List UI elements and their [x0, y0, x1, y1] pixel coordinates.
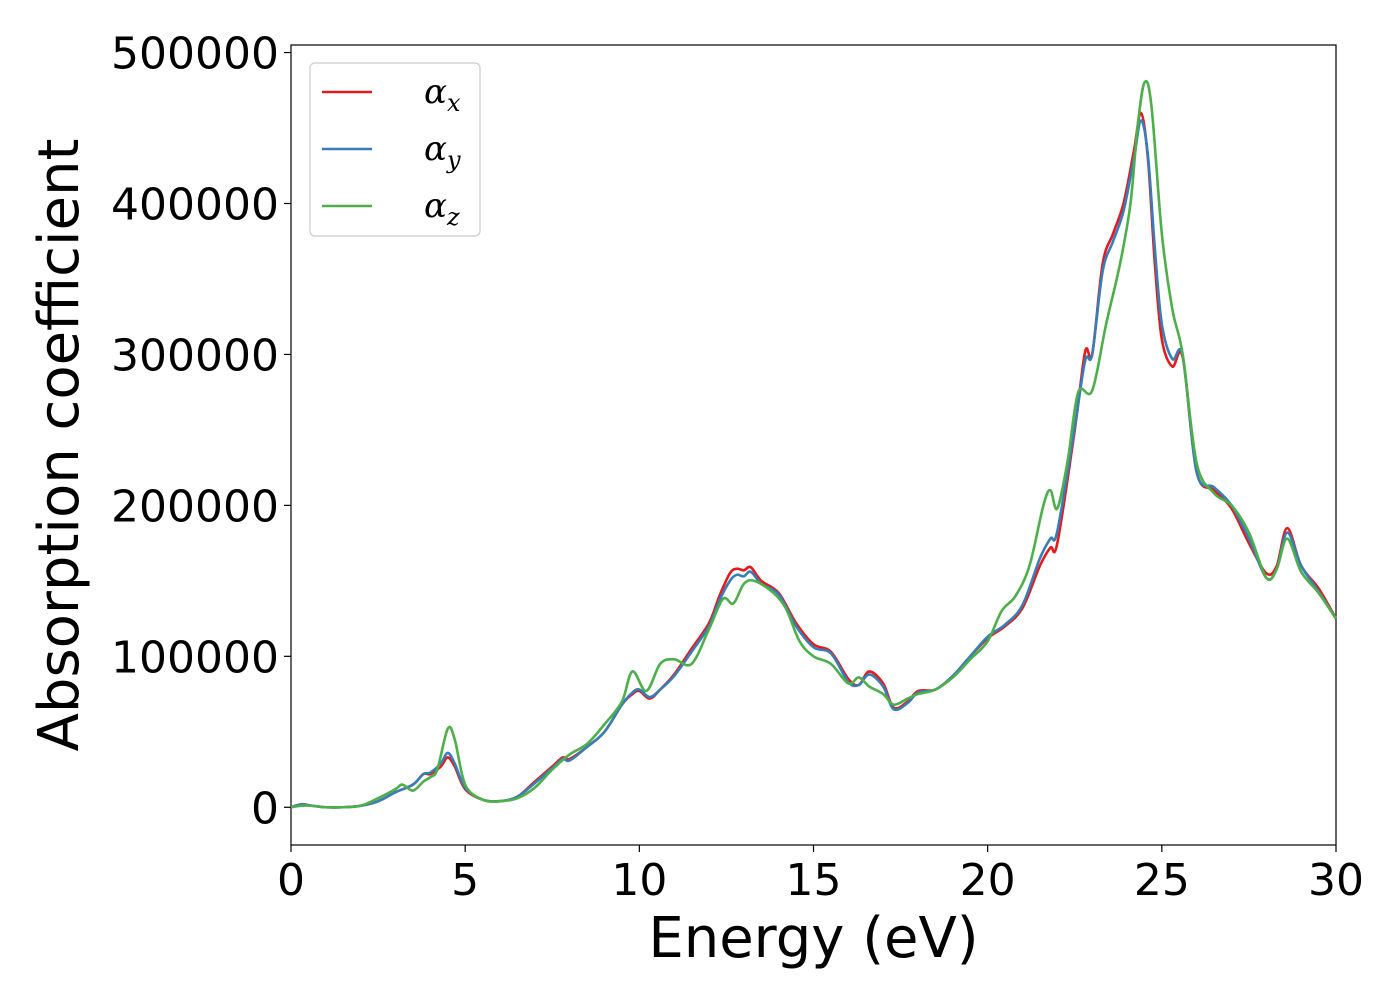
series-line-alpha-y: [290, 119, 1338, 809]
x-axis-label: Energy (eV): [648, 906, 978, 971]
y-tick-label: 300000: [111, 330, 279, 381]
tick-layer: 0 5 10 15 20 25 30 0 100000 200000 300000 400000 500…: [111, 29, 1364, 906]
y-tick-label: 500000: [111, 29, 279, 80]
x-tick-label: 20: [960, 855, 1016, 906]
series-line-alpha-z: [290, 79, 1338, 809]
x-tick-label: 15: [786, 855, 842, 906]
x-tick-label: 25: [1134, 855, 1190, 906]
legend: αx αy αz: [309, 62, 481, 237]
y-tick-label: 0: [251, 783, 279, 834]
y-axis-label: Absorption coefficient: [27, 139, 92, 752]
y-tick-label: 100000: [111, 632, 279, 683]
x-tick-label: 0: [277, 855, 305, 906]
legend-box: [309, 62, 481, 237]
series-layer: [290, 79, 1338, 809]
y-tick-label: 400000: [111, 179, 279, 230]
legend-label-alpha-x: αx: [424, 72, 461, 117]
legend-label-alpha-z: αz: [424, 186, 460, 231]
y-tick-label: 200000: [111, 481, 279, 532]
legend-label-alpha-y: αy: [424, 129, 461, 174]
x-tick-label: 10: [611, 855, 667, 906]
x-tick-label: 30: [1308, 855, 1364, 906]
x-tick-label: 5: [451, 855, 479, 906]
